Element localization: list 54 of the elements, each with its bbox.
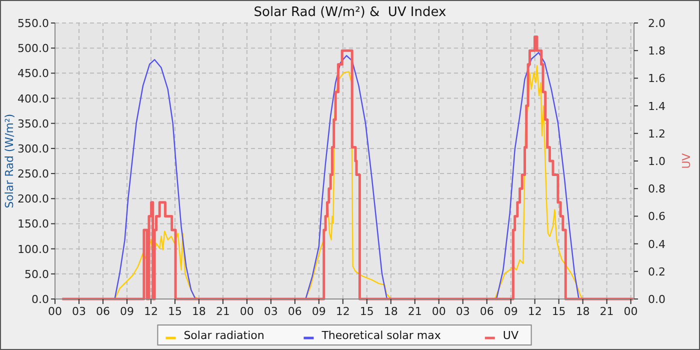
x-tick-label: 06 <box>96 305 110 318</box>
x-tick-label: 21 <box>600 305 614 318</box>
y-tick-label: 450.0 <box>18 67 49 80</box>
x-tick-label: 18 <box>576 305 590 318</box>
chart-title: Solar Rad (W/m²) & UV Index <box>254 5 447 20</box>
x-tick-label: 03 <box>264 305 278 318</box>
x-tick-label: 09 <box>504 305 518 318</box>
x-tick-label: 21 <box>408 305 422 318</box>
y2-tick-label: 0.4 <box>648 238 666 251</box>
x-tick-label: 06 <box>480 305 494 318</box>
x-tick-label: 12 <box>144 305 158 318</box>
y2-tick-label: 1.2 <box>648 127 666 140</box>
y-tick-label: 350.0 <box>18 117 49 130</box>
legend-label: UV <box>502 329 519 342</box>
legend-label: Theoretical solar max <box>320 329 442 342</box>
y-tick-label: 150.0 <box>18 218 49 231</box>
y2-tick-label: 0.8 <box>648 182 666 196</box>
x-tick-label: 12 <box>336 305 350 318</box>
y2-tick-label: 1.0 <box>648 155 666 168</box>
x-tick-label: 12 <box>528 305 542 318</box>
y-axis-title: Solar Rad (W/m²) <box>3 114 16 208</box>
x-tick-label: 09 <box>120 305 134 318</box>
y2-tick-label: 0.0 <box>648 293 666 306</box>
x-tick-label: 15 <box>552 305 566 318</box>
x-tick-label: 15 <box>168 305 182 318</box>
y-tick-label: 250.0 <box>18 168 49 181</box>
x-tick-label: 06 <box>288 305 302 318</box>
x-tick-label: 03 <box>72 305 86 318</box>
y-tick-label: 500.0 <box>18 42 49 56</box>
y-tick-label: 0.0 <box>32 293 49 306</box>
x-tick-label: 21 <box>216 305 230 318</box>
y2-tick-label: 1.6 <box>648 72 666 86</box>
y2-tick-label: 1.8 <box>648 44 666 58</box>
legend-label: Solar radiation <box>184 329 264 342</box>
x-tick-label: 15 <box>360 305 374 318</box>
x-tick-label: 00 <box>624 305 638 318</box>
y2-axis-title: UV <box>680 152 693 169</box>
y-tick-label: 300.0 <box>18 142 49 156</box>
y2-tick-label: 0.2 <box>648 265 666 278</box>
x-tick-label: 18 <box>384 305 398 318</box>
y-tick-label: 400.0 <box>18 92 49 106</box>
x-tick-label: 00 <box>432 305 446 318</box>
x-tick-label: 00 <box>48 305 62 318</box>
y-tick-label: 550.0 <box>18 17 49 30</box>
x-tick-label: 18 <box>192 305 206 318</box>
y2-tick-label: 0.6 <box>648 210 666 224</box>
y2-tick-label: 1.4 <box>648 100 666 113</box>
x-tick-label: 03 <box>456 305 470 318</box>
y-tick-label: 50.0 <box>24 268 49 281</box>
y-tick-label: 100.0 <box>18 242 49 256</box>
y2-tick-label: 2.0 <box>648 17 666 30</box>
x-tick-label: 09 <box>312 305 326 318</box>
x-tick-label: 00 <box>240 305 254 318</box>
y-tick-label: 200.0 <box>18 192 49 206</box>
